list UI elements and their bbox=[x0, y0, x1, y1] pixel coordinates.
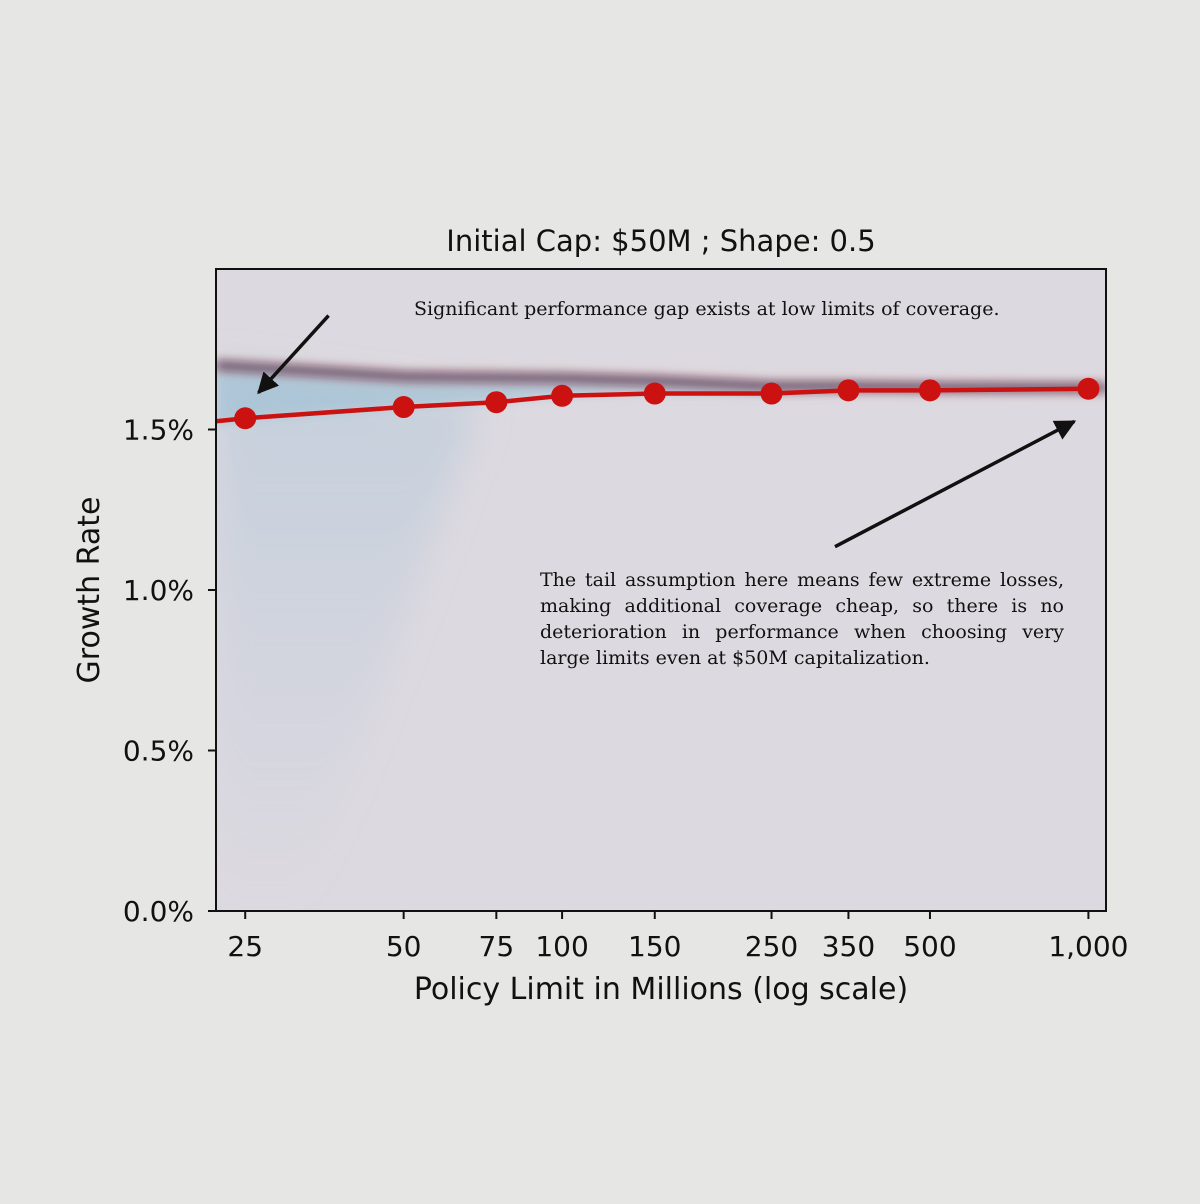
data-point-500 bbox=[918, 379, 941, 402]
gap-shading-tail bbox=[216, 365, 481, 911]
annotation-tail-assumption: The tail assumption here means few extre… bbox=[540, 569, 1064, 669]
x-tick-label-100: 100 bbox=[535, 930, 588, 963]
data-point-100 bbox=[551, 384, 574, 407]
annotation-arrow-bottom bbox=[834, 419, 1077, 549]
x-tick-label-250: 250 bbox=[745, 930, 798, 963]
annotation-low-limit-gap: Significant performance gap exists at lo… bbox=[414, 298, 1000, 320]
x-tick-label-500: 500 bbox=[903, 930, 956, 963]
y-axis-label: Growth Rate bbox=[72, 497, 107, 684]
data-point-1000 bbox=[1077, 377, 1100, 400]
annotation-arrow-top bbox=[257, 314, 330, 395]
x-tick-label-25: 25 bbox=[227, 930, 263, 963]
data-point-250 bbox=[760, 382, 783, 405]
data-point-25 bbox=[234, 407, 257, 430]
y-tick-label-2: 1.0% bbox=[123, 574, 194, 607]
data-point-50 bbox=[392, 396, 415, 419]
series-line bbox=[216, 386, 1089, 424]
y-tick-label-1: 0.5% bbox=[123, 735, 194, 768]
x-tick-label-50: 50 bbox=[386, 930, 422, 963]
data-point-350 bbox=[837, 379, 860, 402]
x-axis-label: Policy Limit in Millions (log scale) bbox=[414, 972, 908, 1007]
x-tick-label-150: 150 bbox=[628, 930, 681, 963]
data-point-75 bbox=[485, 391, 508, 414]
y-tick-label-0: 0.0% bbox=[123, 895, 194, 928]
x-tick-label-350: 350 bbox=[822, 930, 875, 963]
chart-title: Initial Cap: $50M ; Shape: 0.5 bbox=[446, 224, 875, 258]
y-tick-label-3: 1.5% bbox=[123, 414, 194, 447]
x-tick-label-75: 75 bbox=[479, 930, 515, 963]
x-tick-label-1000: 1,000 bbox=[1048, 930, 1128, 963]
data-point-150 bbox=[643, 382, 666, 405]
